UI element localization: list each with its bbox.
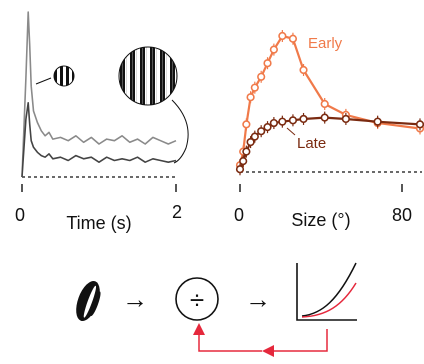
x-tick-label-0: 0 (15, 205, 25, 225)
arrow-filter-to-divide: → (122, 284, 148, 314)
divisive-operator (175, 277, 219, 321)
size-tuning-series-group (235, 30, 424, 176)
x-tick-label-80-right: 80 (392, 205, 412, 225)
data-point (269, 45, 278, 54)
data-point (320, 99, 329, 109)
gain-curve-black (301, 262, 357, 317)
divisive-operator-symbol: ÷ (190, 285, 204, 315)
data-point (257, 72, 266, 81)
feedback-loop-left (193, 323, 262, 352)
x-axis-label: Time (s) (66, 213, 131, 233)
data-point (320, 113, 329, 122)
legend-late-label: Late (297, 135, 326, 152)
x-tick-label-0-right: 0 (234, 205, 244, 225)
output-nonlinearity-axes (296, 263, 357, 321)
small-grating-icon (53, 65, 75, 87)
time-course-panel: 0 2 Time (s) (15, 11, 189, 233)
gain-curve-red (301, 282, 357, 318)
x-axis-label-right: Size (°) (291, 210, 350, 230)
data-point (246, 137, 255, 147)
data-point (288, 34, 298, 43)
data-point (341, 114, 350, 124)
data-point (235, 165, 245, 174)
data-point (299, 65, 308, 75)
arrow-divide-to-output: → (245, 284, 271, 314)
data-point (246, 93, 255, 102)
data-point (257, 127, 266, 136)
data-point (415, 120, 424, 129)
data-point (239, 157, 248, 166)
data-point (242, 147, 251, 156)
series-line-1 (21, 102, 177, 178)
data-point (373, 117, 382, 126)
normalization-model-diagram: → ÷ → (76, 262, 357, 357)
x-tick-label-2: 2 (172, 202, 182, 222)
data-point (278, 31, 287, 41)
data-point (250, 83, 259, 92)
data-point (263, 59, 272, 68)
legend-early-label: Early (308, 35, 343, 52)
data-point (299, 114, 308, 124)
data-point (269, 118, 278, 128)
data-point (263, 123, 272, 132)
series-line-0 (21, 11, 177, 178)
filter-icon (76, 280, 101, 322)
small-grating-pointer (35, 77, 52, 85)
large-grating-icon (118, 46, 178, 106)
large-grating-pointer (171, 99, 189, 164)
data-point (288, 116, 298, 125)
series-line-0 (238, 34, 421, 166)
time-course-series-group (21, 11, 177, 178)
late-label-pointer (286, 127, 296, 136)
data-point (242, 120, 251, 129)
data-point (250, 132, 259, 141)
data-point (278, 117, 287, 126)
feedback-loop-right (262, 329, 328, 357)
size-tuning-panel: Early Late 0 80 Size (°) (234, 30, 424, 230)
